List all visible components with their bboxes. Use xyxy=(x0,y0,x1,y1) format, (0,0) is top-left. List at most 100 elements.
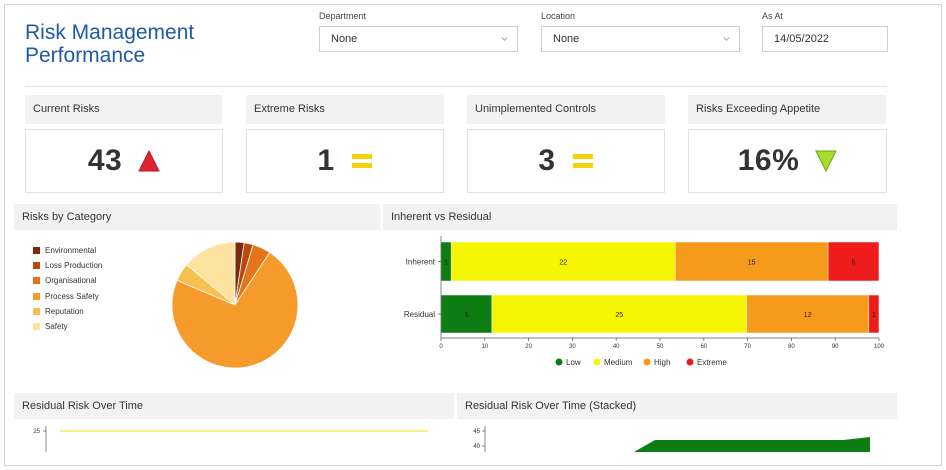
bar-segment[interactable] xyxy=(827,241,880,282)
residual-over-time-header: Residual Risk Over Time xyxy=(14,393,454,419)
risks-by-category-pie-chart xyxy=(171,241,299,369)
bar-segment[interactable] xyxy=(440,294,493,334)
inherent-vs-residual-header: Inherent vs Residual xyxy=(383,204,897,230)
x-tick-label: 80 xyxy=(788,344,795,350)
data-label: 15 xyxy=(748,260,756,267)
x-tick-label: 60 xyxy=(700,344,707,350)
data-label: 1 xyxy=(872,312,876,319)
header-divider xyxy=(25,86,887,87)
data-label: 1 xyxy=(444,260,448,267)
risks-by-category-header: Risks by Category xyxy=(14,204,380,230)
legend-swatch xyxy=(33,307,40,315)
legend-label[interactable]: High xyxy=(654,358,670,367)
legend-swatch xyxy=(33,292,40,300)
x-tick-label: 50 xyxy=(657,344,664,350)
data-label: 22 xyxy=(559,260,567,267)
location-filter: Location None xyxy=(541,11,740,52)
x-tick-label: 70 xyxy=(744,344,751,350)
data-label: 5 xyxy=(465,312,469,319)
department-filter: Department None xyxy=(319,11,518,52)
pie-legend: Environmental Loss Production Organisation… xyxy=(33,243,102,334)
x-tick-label: 100 xyxy=(874,344,885,350)
up-triangle-icon xyxy=(138,150,160,172)
legend-label: Process Safety xyxy=(45,291,99,301)
unimplemented-controls-card[interactable]: 3 xyxy=(467,129,665,193)
legend-marker xyxy=(593,358,601,366)
as-at-filter: As At 14/05/2022 xyxy=(762,11,888,52)
legend-swatch xyxy=(33,323,40,331)
current-risks-card[interactable]: 43 xyxy=(25,129,223,193)
x-tick-label: 20 xyxy=(525,344,532,350)
unimplemented-controls-header: Unimplemented Controls xyxy=(467,95,665,124)
equals-icon xyxy=(351,154,372,168)
legend-item[interactable]: Reputation xyxy=(33,304,102,319)
legend-item[interactable]: Process Safety xyxy=(33,289,102,304)
extreme-risks-value: 1 xyxy=(317,144,335,177)
page-title: Risk Management Performance xyxy=(25,21,194,67)
x-tick-label: 30 xyxy=(569,344,576,350)
dashboard-frame xyxy=(4,4,942,466)
department-dropdown[interactable]: None xyxy=(319,26,518,52)
category-label: Inherent xyxy=(406,258,436,267)
series-area xyxy=(634,437,870,452)
legend-label[interactable]: Low xyxy=(566,358,581,367)
page-title-line-2: Performance xyxy=(25,44,146,67)
x-tick-label: 10 xyxy=(481,344,488,350)
legend-item[interactable]: Environmental xyxy=(33,243,102,258)
bar-segment[interactable] xyxy=(450,241,676,282)
residual-over-time-stacked-area-chart: 45 40 xyxy=(473,426,870,452)
location-label: Location xyxy=(541,11,576,21)
risks-exceeding-appetite-header: Risks Exceeding Appetite xyxy=(688,95,886,124)
legend-marker xyxy=(686,358,694,366)
residual-over-time-stacked-header: Residual Risk Over Time (Stacked) xyxy=(457,393,897,419)
legend-label: Environmental xyxy=(45,246,97,256)
risks-exceeding-appetite-value: 16% xyxy=(737,144,800,177)
bar-segment[interactable] xyxy=(675,241,829,282)
legend-swatch xyxy=(33,247,40,255)
current-risks-value: 43 xyxy=(87,144,123,177)
x-tick-label: 90 xyxy=(832,344,839,350)
as-at-date-input[interactable]: 14/05/2022 xyxy=(762,26,888,52)
equals-icon xyxy=(572,154,593,168)
department-label: Department xyxy=(319,11,367,21)
bar-segment[interactable] xyxy=(868,294,880,334)
pie-slice[interactable] xyxy=(186,241,236,306)
legend-item[interactable]: Organisational xyxy=(33,273,102,288)
legend-marker xyxy=(643,358,651,366)
legend-label[interactable]: Extreme xyxy=(697,358,727,367)
y-tick-label: 40 xyxy=(473,444,480,450)
down-triangle-icon xyxy=(815,150,838,172)
y-tick-label: 25 xyxy=(33,429,40,435)
location-value: None xyxy=(553,33,580,45)
location-dropdown[interactable]: None xyxy=(541,26,740,52)
y-tick-label: 45 xyxy=(473,429,480,435)
as-at-value: 14/05/2022 xyxy=(774,33,830,45)
data-label: 12 xyxy=(804,312,812,319)
bar-segment[interactable] xyxy=(746,294,870,334)
current-risks-header: Current Risks xyxy=(25,95,222,124)
x-tick-label: 40 xyxy=(613,344,620,350)
legend-swatch xyxy=(33,277,40,285)
legend-item[interactable]: Loss Production xyxy=(33,258,102,273)
category-label: Residual xyxy=(404,310,435,319)
legend-label: Loss Production xyxy=(45,261,103,271)
legend-label[interactable]: Medium xyxy=(604,358,633,367)
extreme-risks-card[interactable]: 1 xyxy=(246,129,444,193)
residual-over-time-line-chart: 25 xyxy=(33,426,428,452)
department-value: None xyxy=(331,33,358,45)
legend-label: Safety xyxy=(45,322,68,332)
data-label: 5 xyxy=(852,260,856,267)
risks-exceeding-appetite-card[interactable]: 16% xyxy=(688,129,887,193)
extreme-risks-header: Extreme Risks xyxy=(246,95,444,124)
page-title-line-1: Risk Management xyxy=(25,21,195,44)
legend-swatch xyxy=(33,262,40,270)
data-label: 25 xyxy=(615,312,623,319)
x-tick-label: 0 xyxy=(439,344,443,350)
as-at-label: As At xyxy=(762,11,784,21)
legend-marker xyxy=(555,358,563,366)
chevron-down-icon xyxy=(501,37,508,41)
legend-label: Organisational xyxy=(45,276,97,286)
legend-item[interactable]: Safety xyxy=(33,319,102,334)
pie-slice[interactable] xyxy=(171,251,299,369)
